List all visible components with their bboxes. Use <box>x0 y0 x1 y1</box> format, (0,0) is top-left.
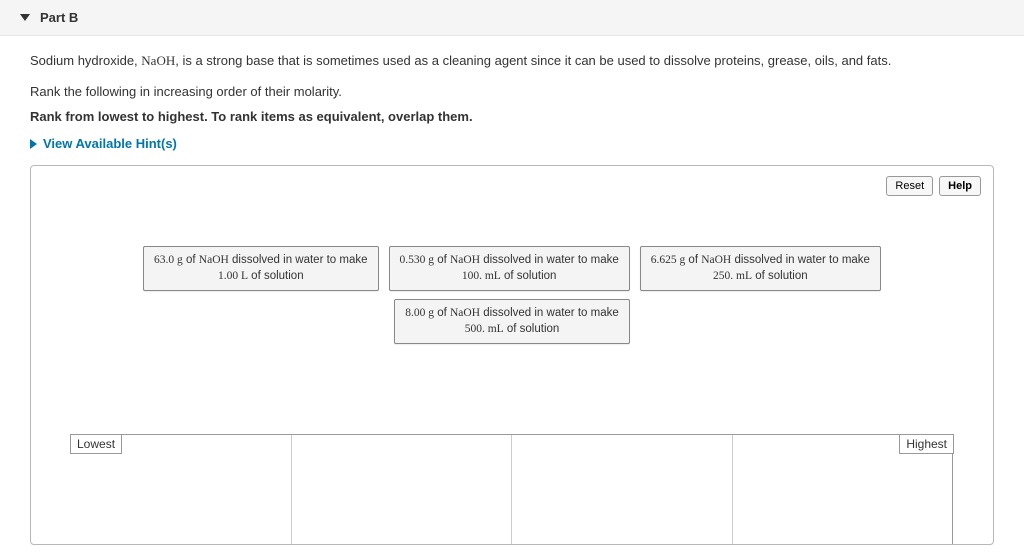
ranking-workspace: Reset Help 63.0 g of NaOH dissolved in w… <box>30 165 994 545</box>
item-b-vol: 100. mL <box>462 270 501 282</box>
item-a-chem: NaOH <box>199 254 229 266</box>
drag-item-a[interactable]: 63.0 g of NaOH dissolved in water to mak… <box>143 246 378 291</box>
description-text: Sodium hydroxide, NaOH, is a strong base… <box>30 52 994 70</box>
item-b-tail: of solution <box>501 270 557 282</box>
item-d-chem: NaOH <box>450 307 480 319</box>
drag-item-d[interactable]: 8.00 g of NaOH dissolved in water to mak… <box>394 299 629 344</box>
desc-chem: NaOH <box>141 53 175 68</box>
item-b-chem: NaOH <box>450 254 480 266</box>
part-header: Part B <box>0 0 1024 36</box>
item-a-vol: 1.00 L <box>218 270 248 282</box>
item-d-vol: 500. mL <box>465 323 504 335</box>
workspace-buttons: Reset Help <box>886 176 981 196</box>
item-b-mid: dissolved in water to make <box>480 254 619 266</box>
item-d-mass: 8.00 g <box>405 307 434 319</box>
instruction-line2: Rank from lowest to highest. To rank ite… <box>30 109 994 124</box>
item-b-mass: 0.530 g <box>400 254 435 266</box>
item-d-tail: of solution <box>504 323 560 335</box>
help-button[interactable]: Help <box>939 176 981 196</box>
hints-label: View Available Hint(s) <box>43 136 177 151</box>
item-row-2: 8.00 g of NaOH dissolved in water to mak… <box>394 299 629 344</box>
item-row-1: 63.0 g of NaOH dissolved in water to mak… <box>143 246 881 291</box>
rank-slot-2[interactable] <box>292 435 513 544</box>
ranking-dropzone[interactable]: Lowest Highest <box>71 434 953 544</box>
rank-label-lowest: Lowest <box>70 434 122 454</box>
desc-post: , is a strong base that is sometimes use… <box>175 53 891 68</box>
draggable-items-area: 63.0 g of NaOH dissolved in water to mak… <box>31 246 993 344</box>
collapse-icon[interactable] <box>20 14 30 21</box>
part-title: Part B <box>40 10 78 25</box>
rank-slot-3[interactable] <box>512 435 733 544</box>
hints-toggle[interactable]: View Available Hint(s) <box>30 136 994 151</box>
desc-pre: Sodium hydroxide, <box>30 53 141 68</box>
reset-button[interactable]: Reset <box>886 176 933 196</box>
item-a-tail: of solution <box>248 270 304 282</box>
chevron-right-icon <box>30 139 37 149</box>
content-area: Sodium hydroxide, NaOH, is a strong base… <box>0 36 1024 545</box>
item-a-mass: 63.0 g <box>154 254 183 266</box>
item-c-mass: 6.625 g <box>651 254 686 266</box>
item-c-vol: 250. mL <box>713 270 752 282</box>
rank-label-highest: Highest <box>899 434 954 454</box>
item-c-mid: dissolved in water to make <box>731 254 870 266</box>
drag-item-c[interactable]: 6.625 g of NaOH dissolved in water to ma… <box>640 246 881 291</box>
item-c-tail: of solution <box>752 270 808 282</box>
item-a-mid: dissolved in water to make <box>229 254 368 266</box>
instruction-line1: Rank the following in increasing order o… <box>30 84 994 99</box>
item-c-chem: NaOH <box>701 254 731 266</box>
drag-item-b[interactable]: 0.530 g of NaOH dissolved in water to ma… <box>389 246 630 291</box>
item-d-mid: dissolved in water to make <box>480 307 619 319</box>
